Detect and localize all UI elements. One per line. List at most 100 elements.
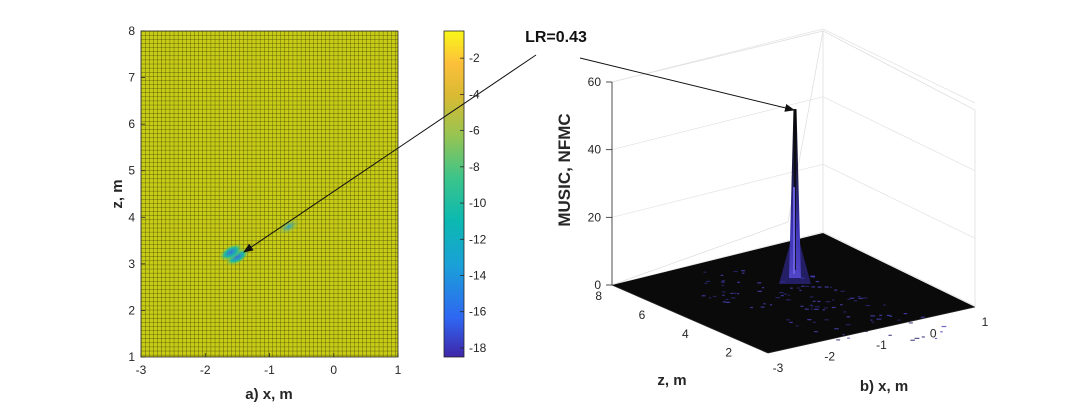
wall-gridline — [822, 28, 976, 104]
surface-texture-mark — [810, 275, 815, 277]
colorbar-gradient — [443, 30, 465, 358]
surface-texture-mark — [888, 334, 892, 336]
surface-x-tick: -2 — [824, 350, 835, 364]
surface-texture-mark — [865, 304, 871, 307]
surface-texture-mark — [883, 304, 886, 306]
surface-texture-mark — [741, 270, 746, 272]
surface-texture-mark — [720, 274, 724, 276]
colorbar-tick: -6 — [469, 124, 480, 138]
surface-texture-mark — [849, 297, 855, 299]
surface-texture-mark — [742, 272, 745, 274]
heatmap-x-tick: -2 — [200, 363, 211, 377]
annotation-arrow-heatmap — [243, 54, 537, 253]
surface-y-tick: 4 — [682, 327, 689, 341]
wall-gridline — [822, 231, 976, 307]
surface-texture-mark — [810, 305, 814, 307]
surface-texture-mark — [847, 298, 851, 300]
surface-texture-mark — [810, 308, 813, 310]
surface-texture-mark — [886, 314, 891, 317]
surface-texture-mark — [832, 299, 835, 301]
surface-texture-mark — [769, 304, 773, 306]
surface-texture-mark — [876, 318, 882, 320]
colorbar-tick: -4 — [469, 87, 480, 101]
surface-texture-mark — [812, 300, 816, 302]
floor-gridline — [611, 275, 649, 286]
heatmap-y-tick: 1 — [128, 350, 135, 364]
surface-texture-mark — [858, 297, 863, 299]
surface-texture-mark — [889, 315, 893, 317]
wall-gridline — [822, 96, 976, 171]
surface-texture-mark — [910, 339, 915, 341]
surface-texture-mark — [703, 271, 707, 273]
surface-texture-mark — [722, 301, 727, 303]
surface-y-tick: 2 — [725, 346, 732, 360]
surface-texture-mark — [786, 319, 790, 321]
surface-texture-mark — [843, 311, 847, 313]
surface-texture-mark — [721, 284, 724, 286]
surface-texture-mark — [760, 306, 765, 308]
heatmap-plot: -3 -2 -1 0 1 1 2 3 4 5 6 7 8 a) x, m z, m — [109, 24, 402, 403]
heatmap-x-tick: -1 — [264, 363, 275, 377]
surface-texture-mark — [722, 294, 725, 296]
surface-texture-mark — [914, 337, 920, 339]
surface-texture-mark — [840, 304, 843, 306]
surface-x-tick: 1 — [982, 315, 989, 329]
surface-texture-mark — [824, 319, 829, 321]
surface-texture-mark — [831, 306, 836, 309]
heatmap-y-label: z, m — [109, 179, 126, 208]
surface-texture-mark — [842, 333, 845, 336]
surface-texture-mark — [721, 281, 725, 283]
colorbar-tick: -10 — [469, 196, 487, 210]
surface-texture-mark — [712, 295, 717, 298]
surface-texture-mark — [778, 292, 784, 294]
surface-texture-mark — [800, 305, 804, 307]
heatmap-y-tick: 8 — [128, 24, 135, 38]
heatmap-x-tick: -3 — [136, 363, 147, 377]
surface-texture-mark — [825, 301, 831, 303]
surface-texture-mark — [795, 325, 799, 327]
heatmap-y-tick: 4 — [128, 210, 135, 224]
surface-texture-mark — [870, 319, 873, 321]
annotation-label: LR=0.43 — [525, 29, 587, 46]
surface-texture-mark — [736, 293, 740, 295]
surface-texture-mark — [857, 295, 861, 298]
surface-texture-mark — [797, 287, 800, 289]
surface-texture-mark — [824, 307, 828, 309]
surface-texture-mark — [786, 299, 791, 301]
surface-texture-mark — [817, 286, 822, 288]
wall-gridline — [611, 28, 824, 83]
surface-texture-mark — [941, 325, 947, 328]
surface-plot: 0 20 40 60 2 4 6 8 -3 -2 -1 0 1 MUSIC, NFMC z, m b… — [555, 28, 989, 395]
surface-texture-mark — [812, 321, 816, 323]
heatmap-hotspot — [276, 217, 302, 236]
surface-texture-mark — [757, 282, 762, 284]
surface-texture-mark — [824, 286, 829, 288]
surface-texture-mark — [733, 270, 738, 273]
surface-texture-mark — [708, 297, 712, 299]
wall-gridline — [822, 164, 976, 239]
surface-texture-mark — [761, 287, 765, 289]
surface-texture-mark — [897, 319, 901, 321]
heatmap-x-tick: 1 — [395, 363, 402, 377]
heatmap-hotspot — [218, 242, 244, 262]
surface-texture-mark — [721, 279, 725, 282]
surface-texture-mark — [750, 306, 753, 309]
surface-texture-mark — [780, 295, 784, 297]
surface-texture-mark — [763, 303, 766, 305]
surface-x-tick: -3 — [773, 361, 784, 375]
annotation: LR=0.43 — [243, 29, 795, 253]
surface-texture-mark — [817, 300, 821, 303]
surface-texture-mark — [810, 276, 815, 278]
surface-texture-mark — [853, 300, 858, 302]
surface-texture-mark — [732, 292, 737, 294]
surface-texture-mark — [725, 298, 729, 301]
surface-texture-mark — [870, 315, 876, 317]
surface-texture-mark — [701, 295, 706, 297]
surface-texture-mark — [829, 286, 832, 288]
colorbar-tick: -2 — [469, 51, 480, 65]
surface-texture-mark — [809, 304, 813, 306]
surface-y-tick: 8 — [595, 289, 602, 303]
surface-x-label: b) x, m — [860, 378, 908, 395]
surface-texture-mark — [834, 328, 839, 330]
surface-texture-mark — [815, 280, 820, 283]
